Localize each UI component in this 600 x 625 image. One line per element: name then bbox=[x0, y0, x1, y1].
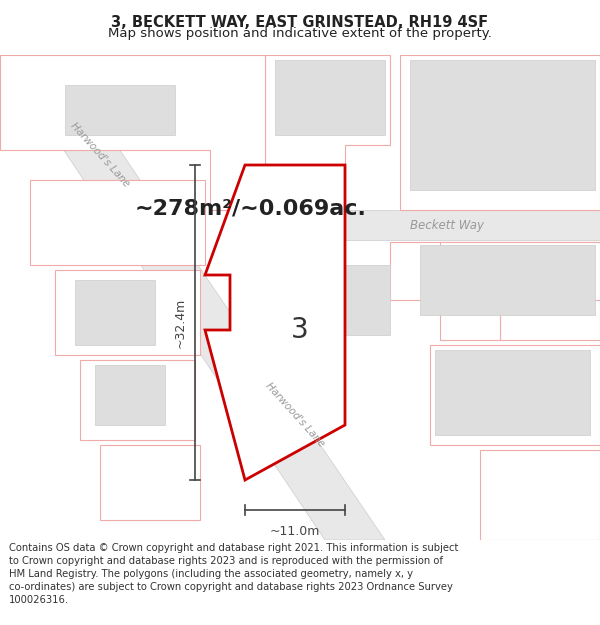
Text: 3: 3 bbox=[291, 316, 309, 344]
Text: 3, BECKETT WAY, EAST GRINSTEAD, RH19 4SF: 3, BECKETT WAY, EAST GRINSTEAD, RH19 4SF bbox=[112, 16, 488, 31]
Text: ~11.0m: ~11.0m bbox=[270, 525, 320, 538]
Polygon shape bbox=[275, 60, 385, 135]
Polygon shape bbox=[400, 55, 600, 210]
Polygon shape bbox=[440, 242, 600, 340]
Text: Map shows position and indicative extent of the property.: Map shows position and indicative extent… bbox=[108, 27, 492, 39]
Polygon shape bbox=[65, 85, 175, 135]
Polygon shape bbox=[0, 55, 385, 540]
Polygon shape bbox=[295, 265, 390, 335]
Text: ~278m²/~0.069ac.: ~278m²/~0.069ac. bbox=[135, 198, 367, 218]
Polygon shape bbox=[205, 165, 345, 480]
Polygon shape bbox=[75, 280, 155, 345]
Polygon shape bbox=[30, 180, 205, 265]
Polygon shape bbox=[270, 210, 600, 240]
Polygon shape bbox=[80, 360, 195, 440]
Polygon shape bbox=[480, 450, 600, 540]
Polygon shape bbox=[55, 270, 200, 355]
Text: Contains OS data © Crown copyright and database right 2021. This information is : Contains OS data © Crown copyright and d… bbox=[9, 542, 458, 606]
Polygon shape bbox=[420, 245, 595, 315]
Text: ~32.4m: ~32.4m bbox=[173, 298, 187, 348]
Text: Harwood's Lane: Harwood's Lane bbox=[68, 121, 131, 189]
Polygon shape bbox=[95, 365, 165, 425]
Polygon shape bbox=[430, 345, 600, 445]
Polygon shape bbox=[390, 242, 600, 340]
Polygon shape bbox=[410, 60, 595, 190]
Text: Beckett Way: Beckett Way bbox=[410, 219, 484, 231]
Polygon shape bbox=[0, 55, 265, 210]
Polygon shape bbox=[265, 55, 390, 210]
Polygon shape bbox=[100, 445, 200, 520]
Polygon shape bbox=[435, 350, 590, 435]
Text: Harwood's Lane: Harwood's Lane bbox=[263, 381, 326, 449]
